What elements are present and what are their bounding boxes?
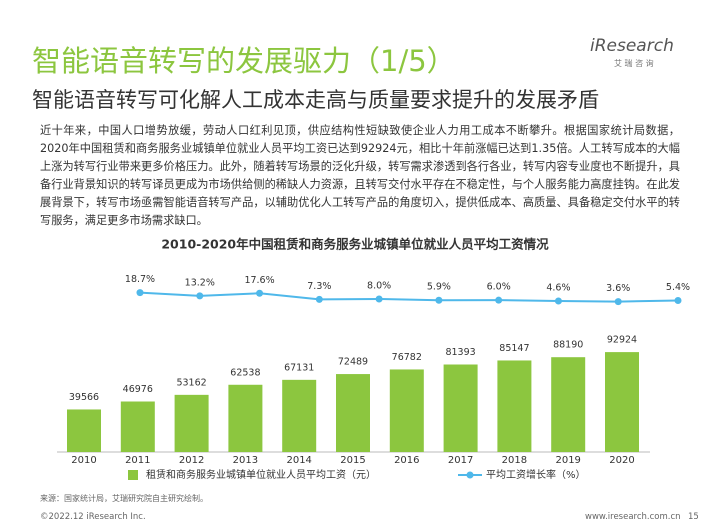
bar — [228, 384, 263, 452]
x-tick-label: 2012 — [179, 455, 204, 466]
bar — [336, 374, 370, 452]
logo: iResearch — [590, 36, 674, 56]
bar — [174, 394, 209, 452]
legend-swatch — [128, 470, 138, 480]
line-point — [256, 289, 264, 297]
x-tick-label: 2016 — [394, 455, 419, 466]
line-point — [375, 295, 383, 303]
x-tick-label: 2014 — [286, 455, 311, 466]
line-point — [554, 297, 562, 305]
line-point — [315, 295, 323, 303]
bar-label: 81393 — [445, 347, 475, 358]
page-number: 15 — [688, 512, 699, 522]
x-tick-label: 2020 — [609, 455, 634, 466]
legend-label: 租赁和商务服务业城镇单位就业人员平均工资（元） — [146, 468, 376, 481]
legend-label: 平均工资增长率（%） — [486, 468, 586, 481]
website: www.iresearch.com.cn — [585, 512, 681, 522]
bar — [67, 409, 101, 452]
x-tick-label: 2018 — [502, 455, 527, 466]
line-label: 17.6% — [244, 275, 274, 286]
line-label: 8.0% — [367, 280, 391, 291]
copyright: ©2022.12 iResearch Inc. — [40, 512, 146, 522]
bar-label: 85147 — [499, 343, 529, 354]
line-label: 13.2% — [185, 277, 215, 288]
line-label: 7.3% — [307, 281, 331, 292]
x-tick-label: 2015 — [340, 455, 365, 466]
line-label: 5.4% — [666, 282, 690, 293]
line-point — [435, 296, 443, 304]
line-point — [495, 296, 503, 304]
line-label: 4.6% — [546, 282, 570, 293]
bar — [497, 360, 532, 452]
line-label: 6.0% — [487, 282, 511, 293]
bar-label: 76782 — [392, 352, 422, 363]
paragraph: 近十年来，中国人口增势放缓，劳动人口红利见顶，供应结构性短缺致使企业人力用工成本… — [40, 124, 680, 227]
line-label: 5.9% — [427, 282, 451, 293]
bar-label: 46976 — [123, 384, 153, 395]
bar — [282, 379, 317, 452]
line-point — [196, 292, 204, 300]
x-tick-label: 2010 — [71, 455, 96, 466]
legend-swatch — [466, 471, 474, 479]
logo-sub: 艾 瑞 咨 询 — [614, 59, 654, 68]
line-label: 3.6% — [606, 283, 630, 294]
line-label: 18.7% — [125, 274, 155, 285]
bar-label: 62538 — [230, 367, 260, 378]
x-tick-label: 2013 — [233, 455, 258, 466]
bar-label: 92924 — [607, 335, 637, 346]
chart-title: 2010-2020年中国租赁和商务服务业城镇单位就业人员平均工资情况 — [161, 237, 549, 252]
bar-label: 39566 — [69, 392, 99, 403]
bar-label: 72489 — [338, 357, 368, 368]
bar-label: 53162 — [176, 377, 206, 388]
x-tick-label: 2019 — [555, 455, 580, 466]
line — [139, 291, 679, 303]
bar — [389, 369, 424, 452]
bar — [605, 352, 639, 452]
x-tick-label: 2017 — [448, 455, 473, 466]
bar-label: 88190 — [553, 340, 583, 351]
line-point — [674, 297, 682, 305]
line-point — [614, 298, 622, 306]
source: 来源：国家统计局，艾瑞研究院自主研究绘制。 — [40, 494, 208, 503]
line-point — [136, 289, 144, 297]
title: 智能语音转写的发展驱力（1/5） — [32, 44, 456, 78]
subtitle: 智能语音转写可化解人工成本走高与质量要求提升的发展矛盾 — [32, 88, 599, 112]
bar — [551, 357, 586, 452]
bar — [443, 364, 478, 452]
bar — [120, 401, 155, 452]
bar-label: 67131 — [284, 362, 314, 373]
x-tick-label: 2011 — [125, 455, 150, 466]
